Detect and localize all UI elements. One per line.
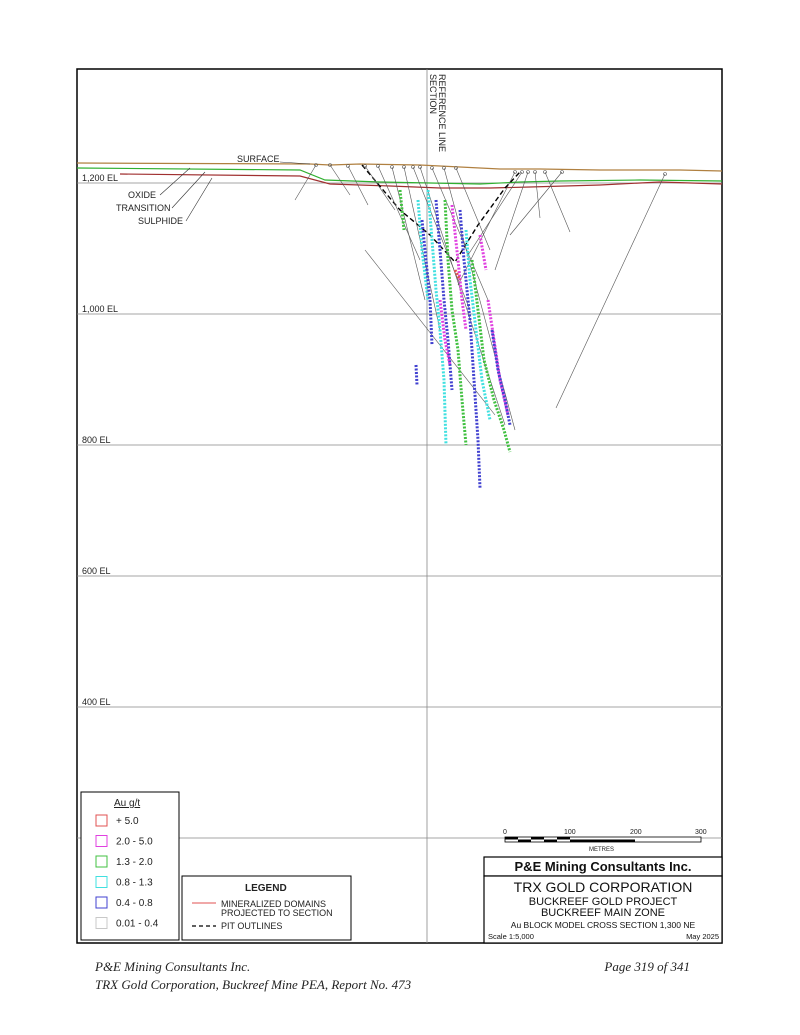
- title-block-drawing: Au BLOCK MODEL CROSS SECTION 1,300 NE: [511, 920, 696, 930]
- scale-unit: METRES: [589, 847, 614, 853]
- oxide-transition-line: [76, 167, 723, 185]
- section-reference-label: SECTION REFERENCE LINE: [428, 74, 447, 152]
- pit-outline: [361, 164, 521, 264]
- scale-tick-200: 200: [630, 829, 642, 836]
- scale-bar: 0 100 200 300 METRES: [503, 829, 707, 853]
- page-number: Page 319 of 341: [604, 959, 690, 974]
- title-block-scale: Scale 1:5,000: [488, 932, 534, 941]
- au-legend-label: 0.4 - 0.8: [116, 898, 153, 909]
- legend-domains-line2: PROJECTED TO SECTION: [221, 908, 333, 918]
- block-model-traces: [398, 189, 512, 489]
- elevation-label-400: 400 EL: [82, 697, 111, 707]
- au-legend-swatch: [95, 876, 108, 888]
- elevation-label-600: 600 EL: [82, 566, 111, 576]
- title-block-client: TRX GOLD CORPORATION: [514, 879, 693, 895]
- report-footer-left: P&E Mining Consultants Inc. TRX Gold Cor…: [95, 958, 411, 994]
- title-block-date: May 2025: [686, 932, 719, 941]
- elevation-label-800: 800 EL: [82, 435, 111, 445]
- surface-label: SURFACE: [237, 154, 280, 164]
- au-legend-title: Au g/t: [114, 798, 140, 809]
- scale-tick-100: 100: [564, 829, 576, 836]
- au-legend-swatch: [95, 814, 108, 827]
- surface-leader: [279, 161, 311, 165]
- legend-pit: PIT OUTLINES: [221, 921, 282, 931]
- transition-sulphide-line: [119, 173, 723, 189]
- scale-tick-0: 0: [503, 829, 507, 836]
- au-legend-label: + 5.0: [116, 816, 139, 827]
- surface-profile-line: [76, 162, 723, 172]
- transition-label: TRANSITION: [116, 203, 171, 213]
- au-legend-swatch: [95, 835, 108, 847]
- surface-leaders: [159, 167, 213, 222]
- au-legend-label: 0.01 - 0.4: [116, 919, 159, 930]
- legend-domains-line1: MINERALIZED DOMAINS: [221, 899, 326, 909]
- au-legend-label: 1.3 - 2.0: [116, 857, 153, 868]
- au-legend-swatch: [95, 917, 108, 929]
- au-legend-items: + 5.0 2.0 - 5.0 1.3 - 2.0 0.8 - 1.3 0.4 - 0.…: [95, 814, 159, 930]
- title-block-zone: BUCKREEF MAIN ZONE: [541, 907, 665, 919]
- au-legend-swatch: [95, 855, 108, 868]
- sulphide-label: SULPHIDE: [138, 216, 183, 226]
- title-block-consultant: P&E Mining Consultants Inc.: [515, 859, 692, 874]
- footer-report: TRX Gold Corporation, Buckreef Mine PEA,…: [95, 977, 412, 992]
- scale-tick-300: 300: [695, 829, 707, 836]
- au-legend-label: 2.0 - 5.0: [116, 837, 153, 848]
- elevation-label-1200: 1,200 EL: [82, 173, 118, 183]
- legend-box: [181, 875, 352, 941]
- title-block-project: BUCKREEF GOLD PROJECT: [529, 896, 678, 908]
- legend-title: LEGEND: [245, 883, 287, 894]
- elevation-label-1000: 1,000 EL: [82, 304, 118, 314]
- au-legend-label: 0.8 - 1.3: [116, 878, 153, 889]
- title-block-main-box: [483, 875, 723, 944]
- oxide-label: OXIDE: [128, 190, 156, 200]
- footer-consultant: P&E Mining Consultants Inc.: [95, 959, 251, 974]
- au-legend-swatch: [95, 896, 108, 909]
